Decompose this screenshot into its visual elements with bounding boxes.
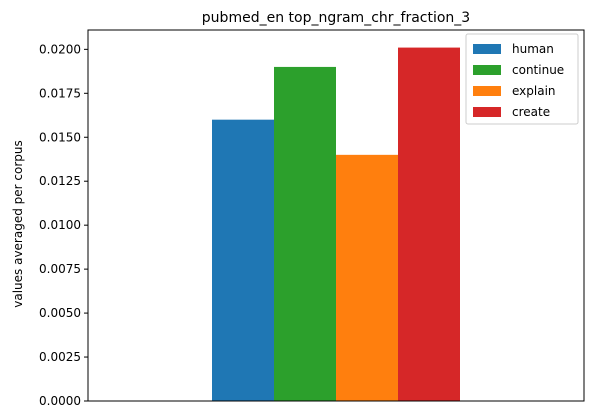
bar-human xyxy=(212,119,274,402)
y-tick-label: 0.0175 xyxy=(39,86,81,100)
legend-swatch-human xyxy=(473,44,501,54)
bars-group xyxy=(212,47,460,402)
y-tick-label: 0.0200 xyxy=(39,42,81,56)
legend-label-create: create xyxy=(512,105,550,119)
y-axis-label: values averaged per corpus xyxy=(11,140,25,308)
y-tick-label: 0.0000 xyxy=(39,394,81,408)
y-tick-label: 0.0050 xyxy=(39,306,81,320)
y-axis: 0.0000 0.0025 0.0050 0.0075 0.0100 0.0125 0.01… xyxy=(39,42,88,408)
legend-label-explain: explain xyxy=(512,84,556,98)
legend-label-human: human xyxy=(512,42,554,56)
legend-frame xyxy=(465,33,579,125)
y-tick-label: 0.0125 xyxy=(39,174,81,188)
bar-continue xyxy=(274,66,336,402)
legend: human continue explain create xyxy=(465,33,579,125)
y-tick-label: 0.0075 xyxy=(39,262,81,276)
legend-label-continue: continue xyxy=(512,63,564,77)
y-tick-label: 0.0100 xyxy=(39,218,81,232)
bar-create xyxy=(398,47,460,401)
chart-title: pubmed_en top_ngram_chr_fraction_3 xyxy=(202,10,470,26)
bar-explain xyxy=(336,154,398,401)
legend-swatch-continue xyxy=(473,65,501,75)
y-tick-label: 0.0150 xyxy=(39,130,81,144)
plot-frame xyxy=(87,29,585,402)
legend-swatch-explain xyxy=(473,86,501,96)
legend-swatch-create xyxy=(473,107,501,117)
y-tick-label: 0.0025 xyxy=(39,350,81,364)
